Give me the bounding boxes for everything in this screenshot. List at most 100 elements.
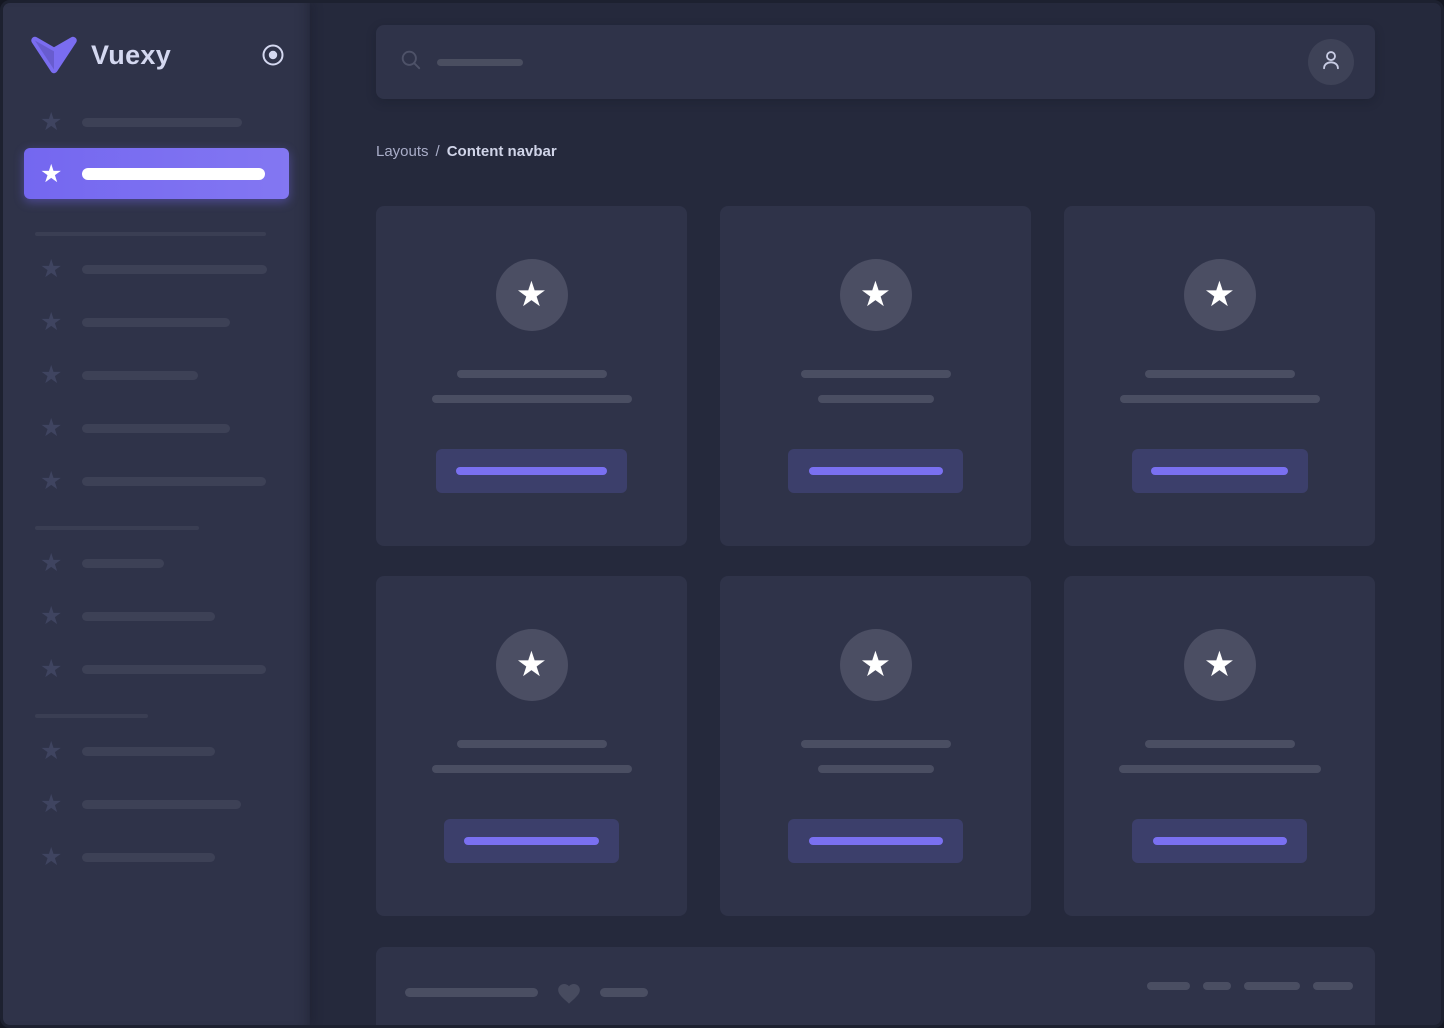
card-button-skeleton[interactable] — [788, 449, 963, 493]
breadcrumb-parent[interactable]: Layouts — [376, 143, 429, 160]
menu-label-skeleton — [82, 558, 164, 568]
menu-label-skeleton — [82, 799, 241, 809]
sidebar-menu-item[interactable]: ★ — [24, 308, 289, 336]
menu-label-skeleton — [82, 117, 242, 127]
card-button-skeleton[interactable] — [444, 819, 619, 863]
sidebar-header: Vuexy — [3, 3, 310, 75]
sidebar-menu-item[interactable]: ★ — [24, 255, 289, 283]
star-icon: ★ — [40, 414, 63, 442]
sidebar-menu-item[interactable]: ★ — [24, 843, 289, 871]
content-card: ★ — [1064, 206, 1375, 546]
star-icon: ★ — [40, 108, 63, 136]
button-label-skeleton — [464, 837, 599, 845]
card-title-skeleton — [800, 740, 951, 748]
footer-link-skeleton — [1147, 982, 1190, 990]
footer-links — [1147, 980, 1353, 990]
card-title-skeleton — [1144, 740, 1295, 748]
card-subtitle-skeleton — [431, 395, 632, 403]
sidebar-section-header — [35, 526, 289, 530]
star-icon: ★ — [40, 308, 63, 336]
button-label-skeleton — [808, 837, 943, 845]
card-button-skeleton[interactable] — [1131, 449, 1308, 493]
sidebar-menu: ★ ★ ★ ★ ★ ★ ★ ★ ★ ★ ★ ★ ★ — [3, 75, 310, 871]
menu-pin-icon[interactable] — [260, 42, 286, 68]
star-icon: ★ — [40, 843, 63, 871]
sidebar-menu-item[interactable]: ★ — [24, 414, 289, 442]
content-card: ★ — [1064, 576, 1375, 916]
menu-label-skeleton — [82, 264, 267, 274]
card-badge: ★ — [839, 629, 912, 701]
breadcrumb-current: Content navbar — [446, 143, 557, 160]
card-title-skeleton — [1144, 370, 1295, 378]
sidebar-menu-item[interactable]: ★ — [24, 655, 289, 683]
button-label-skeleton — [1151, 467, 1288, 475]
menu-label-skeleton — [82, 370, 198, 380]
star-icon: ★ — [40, 159, 63, 188]
breadcrumb-separator: / — [435, 143, 440, 160]
star-icon: ★ — [40, 655, 63, 683]
star-icon: ★ — [40, 361, 63, 389]
content-card: ★ — [720, 576, 1031, 916]
sidebar-menu-item[interactable]: ★ — [24, 551, 289, 576]
menu-label-skeleton — [82, 746, 215, 756]
search-input[interactable] — [400, 49, 523, 76]
card-subtitle-skeleton — [1119, 395, 1320, 403]
star-icon: ★ — [40, 467, 63, 495]
card-button-skeleton[interactable] — [1132, 819, 1307, 863]
card-badge: ★ — [839, 259, 912, 331]
sidebar-menu-item[interactable]: ★ — [24, 148, 289, 199]
footer-link-skeleton — [1244, 982, 1300, 990]
card-subtitle-skeleton — [817, 765, 934, 773]
main-content: Layouts / Content navbar ★ ★ ★ ★ — [310, 3, 1441, 1025]
card-title-skeleton — [800, 370, 951, 378]
star-icon: ★ — [859, 644, 892, 684]
star-icon: ★ — [40, 790, 63, 818]
menu-label-skeleton — [82, 476, 266, 486]
cards-grid: ★ ★ ★ ★ ★ — [376, 206, 1375, 916]
sidebar-menu-item[interactable]: ★ — [24, 108, 289, 136]
star-icon: ★ — [40, 602, 63, 630]
section-label-skeleton — [35, 714, 148, 718]
sidebar-menu-item[interactable]: ★ — [24, 361, 289, 389]
content-card: ★ — [720, 206, 1031, 546]
section-label-skeleton — [35, 232, 266, 236]
card-subtitle-skeleton — [1118, 765, 1321, 773]
star-icon: ★ — [40, 255, 63, 283]
content-card: ★ — [376, 206, 687, 546]
card-button-skeleton[interactable] — [788, 819, 963, 863]
sidebar-menu-item[interactable]: ★ — [24, 790, 289, 818]
card-badge: ★ — [1183, 629, 1256, 701]
person-icon — [1318, 47, 1344, 78]
user-avatar-button[interactable] — [1308, 39, 1354, 85]
search-placeholder-skeleton — [437, 58, 523, 66]
search-icon — [400, 49, 422, 76]
card-subtitle-skeleton — [431, 765, 632, 773]
star-icon: ★ — [515, 644, 548, 684]
sidebar-menu-item[interactable]: ★ — [24, 739, 289, 764]
sidebar-menu-item[interactable]: ★ — [24, 467, 289, 495]
sidebar-section-header — [35, 714, 289, 718]
menu-label-skeleton — [82, 664, 266, 674]
footer-text-skeleton — [405, 987, 538, 997]
menu-label-skeleton — [82, 852, 215, 862]
sidebar: Vuexy ★ ★ ★ ★ ★ ★ ★ ★ — [3, 3, 310, 1025]
footer-left — [405, 980, 648, 1004]
breadcrumb: Layouts / Content navbar — [376, 143, 1375, 160]
star-icon: ★ — [1203, 644, 1236, 684]
button-label-skeleton — [808, 467, 943, 475]
section-label-skeleton — [35, 526, 199, 530]
footer-link-skeleton — [1203, 982, 1231, 990]
footer-text-skeleton — [600, 987, 648, 997]
star-icon: ★ — [859, 274, 892, 314]
card-button-skeleton[interactable] — [436, 449, 627, 493]
card-badge: ★ — [1183, 259, 1256, 331]
footer-bar — [376, 947, 1375, 1025]
card-badge: ★ — [495, 259, 568, 331]
vuexy-logo-icon[interactable] — [30, 35, 78, 75]
top-navbar — [376, 25, 1375, 99]
button-label-skeleton — [456, 467, 607, 475]
sidebar-section-header — [35, 232, 289, 236]
menu-label-skeleton — [82, 423, 230, 433]
footer-link-skeleton — [1313, 982, 1353, 990]
sidebar-menu-item[interactable]: ★ — [24, 602, 289, 630]
